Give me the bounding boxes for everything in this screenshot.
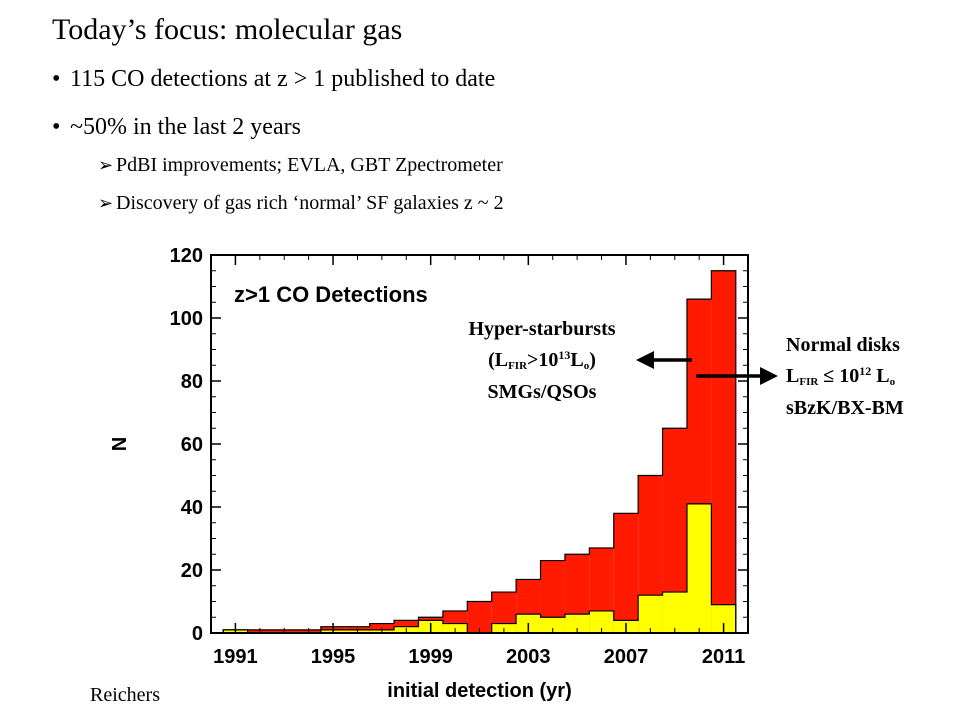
bar-normal-2010 [686, 503, 712, 633]
hyper-exp: 13 [558, 348, 571, 362]
y-tick-label-20: 20 [181, 560, 203, 582]
bar-normal-2005 [564, 614, 590, 633]
bar-total-2007 [613, 513, 639, 633]
bullet-2-text: ~50% in the last 2 years [70, 114, 301, 140]
x-axis-label: initial detection (yr) [387, 680, 571, 702]
normal-line1: Normal disks [786, 334, 900, 356]
bullet-1-text: 115 CO detections at z > 1 published to … [70, 66, 496, 92]
normal-le: ≤ 10 [818, 365, 860, 387]
subbullet-1-text: PdBI improvements; EVLA, GBT Zpectromete… [116, 154, 503, 176]
bullet-dot-icon: • [52, 66, 61, 92]
bullet-2: • ~50% in the last 2 years [52, 112, 301, 142]
chart-title: z>1 CO Detections [234, 282, 428, 307]
hyper-close: ) [589, 349, 596, 371]
bar-normal-2008 [638, 595, 663, 633]
normal-disks-annotation: Normal disks LFIR ≤ 1012 Lo sBzK/BX-BM [786, 332, 904, 421]
bullet-1: • 115 CO detections at z > 1 published to… [52, 64, 495, 94]
y-tick-label-120: 120 [170, 245, 203, 267]
bar-normal-2006 [589, 610, 614, 633]
y-tick-label-80: 80 [181, 371, 203, 393]
y-tick-label-60: 60 [181, 434, 203, 456]
subbullet-2: ➢ Discovery of gas rich ‘normal’ SF galax… [98, 190, 504, 216]
x-tick-label-2007: 2007 [604, 646, 649, 668]
x-tick-label-2003: 2003 [506, 646, 551, 668]
subbullet-2-text: Discovery of gas rich ‘normal’ SF galaxi… [116, 192, 504, 214]
hyper-line3: SMGs/QSOs [487, 381, 597, 403]
x-tick-label-1995: 1995 [311, 646, 356, 668]
normal-arrow-head-icon [760, 367, 778, 385]
y-axis-label: N [109, 437, 131, 451]
hyper-line2: (LFIR>1013Lo) [400, 342, 684, 379]
bar-total-2001 [467, 601, 492, 633]
bar-normal-2004 [540, 617, 565, 633]
hyper-l: L [570, 349, 584, 371]
x-tick-label-1991: 1991 [213, 646, 258, 668]
normal-l: L [786, 365, 800, 387]
normal-l2: L [871, 365, 890, 387]
credit-text: Reichers [90, 684, 160, 706]
subbullet-1: ➢ PdBI improvements; EVLA, GBT Zpectromet… [98, 152, 503, 178]
normal-outline [222, 503, 737, 634]
bar-normal-2009 [662, 592, 687, 633]
y-tick-label-100: 100 [170, 308, 203, 330]
hyper-starburst-annotation: Hyper-starbursts (LFIR>1013Lo) SMGs/QSOs [400, 316, 684, 405]
x-tick-label-2011: 2011 [702, 646, 745, 668]
hyper-l-prefix: (L [488, 349, 509, 371]
hyper-o: o [583, 360, 590, 372]
hyper-arrow-head-icon [636, 351, 654, 369]
normal-line2: LFIR ≤ 1012 Lo [786, 358, 904, 395]
normal-l-sub: FIR [799, 376, 819, 388]
hyper-l-sub: FIR [508, 360, 528, 372]
x-tick-label-1999: 1999 [408, 646, 453, 668]
arrow-bullet-icon: ➢ [98, 155, 114, 175]
hyper-gt: >10 [527, 349, 559, 371]
slide-title: Today’s focus: molecular gas [52, 13, 403, 46]
normal-exp: 12 [859, 364, 872, 378]
y-tick-label-0: 0 [192, 623, 203, 645]
bullet-dot-icon: • [52, 114, 61, 140]
bar-total-2011 [711, 270, 736, 633]
normal-o: o [889, 376, 896, 388]
normal-line3: sBzK/BX-BM [786, 397, 904, 419]
y-tick-label-40: 40 [181, 497, 203, 519]
arrow-bullet-icon: ➢ [98, 193, 114, 213]
hyper-line1: Hyper-starbursts [468, 318, 616, 340]
